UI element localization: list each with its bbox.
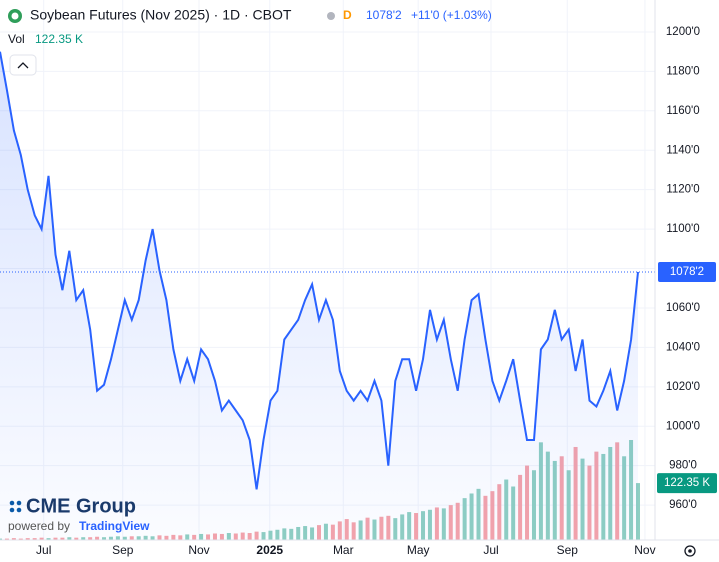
logo: [9, 500, 22, 513]
collapse-icon: [17, 62, 29, 69]
x-tick-label: Nov: [188, 543, 209, 557]
x-tick-label: 2025: [256, 543, 283, 557]
change: +11'0 (+1.03%): [411, 8, 492, 22]
volume-title: Vol: [8, 32, 25, 46]
y-tick-label: 960'0: [669, 499, 697, 511]
powered-by: powered by: [8, 519, 70, 533]
flag: D: [343, 8, 352, 22]
settings-icon: [688, 549, 692, 553]
symbol-icon: [11, 12, 19, 20]
last-volume-label: 122.35 K: [664, 477, 710, 489]
y-tick-label: 1040'0: [666, 341, 700, 353]
logo-text: CME Group: [26, 495, 136, 517]
y-tick-label: 1200'0: [666, 26, 700, 38]
settings-button[interactable]: [684, 545, 696, 557]
y-tick-label: 1000'0: [666, 420, 700, 432]
last-price: 1078'2: [366, 8, 402, 22]
x-tick-label: Jul: [483, 543, 498, 557]
last-volume-tag: [657, 473, 717, 494]
volume-value: 122.35 K: [35, 32, 83, 46]
y-tick-label: 980'0: [669, 460, 697, 472]
brand[interactable]: TradingView: [79, 519, 150, 533]
y-tick-label: 1180'0: [666, 65, 699, 77]
x-tick-label: May: [407, 543, 430, 557]
chart-title: Soybean Futures (Nov 2025) · 1D · CBOT: [30, 7, 292, 23]
y-tick-label: 1020'0: [666, 381, 700, 393]
y-tick-label: 1100'0: [666, 223, 699, 235]
last-price-tag: [658, 261, 716, 282]
x-tick-label: Nov: [634, 543, 655, 557]
last-price-label: 1078'2: [670, 266, 704, 278]
y-tick-label: 1160'0: [666, 105, 699, 117]
price-line: [0, 51, 639, 490]
x-tick-label: Sep: [557, 543, 579, 557]
area-fill: [0, 51, 638, 540]
y-tick-label: 1060'0: [666, 302, 700, 314]
y-tick-label: 1140'0: [666, 144, 699, 156]
x-tick-label: Mar: [333, 543, 354, 557]
y-tick-label: 1120'0: [666, 184, 699, 196]
market-status: [327, 12, 335, 20]
x-tick-label: Sep: [112, 543, 134, 557]
x-tick-label: Jul: [36, 543, 51, 557]
collapse-button[interactable]: [9, 54, 37, 76]
